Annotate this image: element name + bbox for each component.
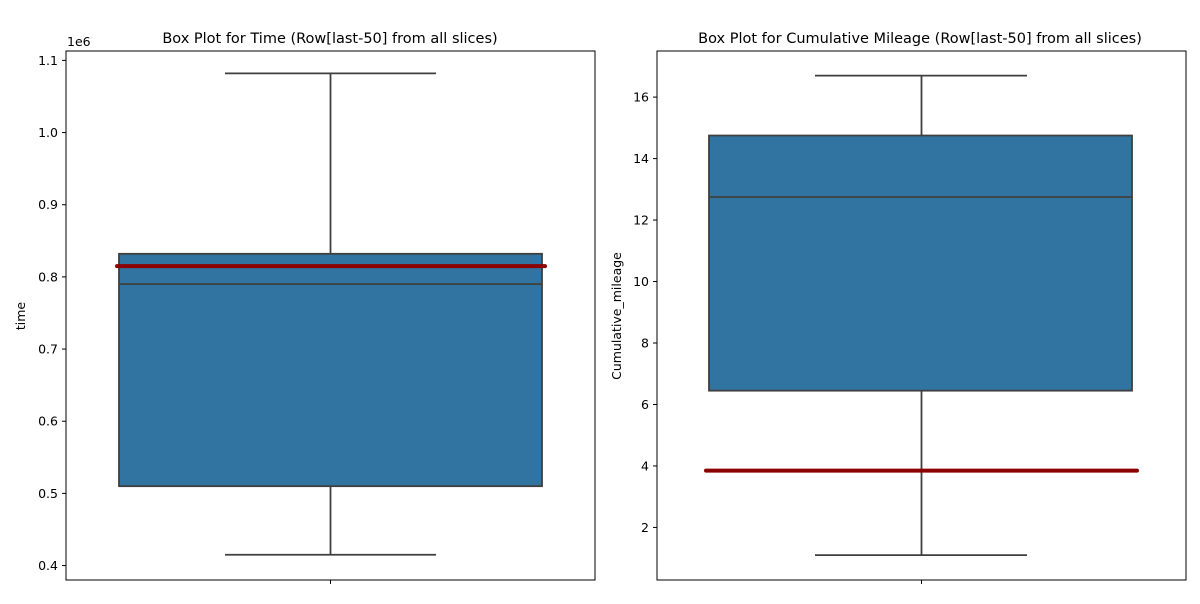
iqr-box bbox=[118, 252, 543, 488]
y-tick-label: 1.0 bbox=[38, 125, 58, 140]
y-tick-label: 10 bbox=[633, 274, 649, 289]
y-tick-label: 16 bbox=[633, 90, 649, 105]
y-tick-label: 0.9 bbox=[38, 197, 58, 212]
y-tick-label: 0.6 bbox=[38, 414, 58, 429]
y-tick-label: 14 bbox=[633, 151, 649, 166]
plot-area: 2 4 6 8 10 12 14 16 bbox=[633, 50, 1187, 584]
y-tick-label: 0.4 bbox=[38, 558, 58, 573]
subplot-cumulative-mileage: Box Plot for Cumulative Mileage (Row[las… bbox=[609, 31, 1187, 584]
y-tick-label: 1.1 bbox=[38, 53, 58, 68]
y-axis-label: time bbox=[13, 302, 28, 331]
iqr-box bbox=[708, 134, 1133, 392]
y-tick-label: 12 bbox=[633, 213, 649, 228]
y-tick-label: 0.7 bbox=[38, 342, 58, 357]
chart-title: Box Plot for Time (Row[last-50] from all… bbox=[162, 31, 497, 47]
y-tick-label: 0.8 bbox=[38, 269, 58, 284]
subplot-time: Box Plot for Time (Row[last-50] from all… bbox=[13, 31, 596, 584]
plot-area: 0.4 0.5 0.6 0.7 0.8 0.9 1.0 1.1 bbox=[38, 50, 596, 584]
y-axis-label: Cumulative_mileage bbox=[609, 252, 624, 380]
y-tick-label: 6 bbox=[641, 397, 649, 412]
y-tick-label: 2 bbox=[641, 520, 649, 535]
y-tick-label: 4 bbox=[641, 458, 649, 473]
offset-label: 1e6 bbox=[67, 34, 91, 49]
y-tick-label: 0.5 bbox=[38, 486, 58, 501]
chart-title: Box Plot for Cumulative Mileage (Row[las… bbox=[698, 31, 1142, 47]
y-tick-label: 8 bbox=[641, 336, 649, 351]
